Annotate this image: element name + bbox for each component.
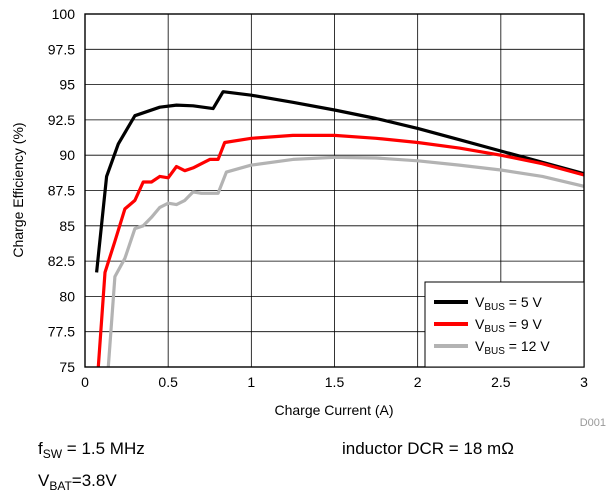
- y-tick-label: 77.5: [48, 324, 75, 340]
- y-tick-label: 85: [59, 218, 75, 234]
- inductor-dcr-note: inductor DCR = 18 mΩ: [342, 439, 514, 458]
- legend-label: VBUS = 12 V: [475, 338, 550, 357]
- y-tick-label: 100: [52, 6, 76, 22]
- x-tick-label: 2: [414, 374, 422, 390]
- y-tick-label: 80: [59, 288, 75, 304]
- y-tick-label: 87.5: [48, 183, 75, 199]
- legend-label: VBUS = 5 V: [475, 294, 543, 313]
- y-axis-label: Charge Efficiency (%): [10, 122, 26, 257]
- figure-id: D001: [580, 417, 606, 429]
- x-tick-label: 3: [580, 374, 588, 390]
- data-series: [95, 90, 584, 367]
- y-tick-label: 97.5: [48, 41, 75, 57]
- y-tick-label: 82.5: [48, 253, 75, 269]
- battery-voltage-note: VBAT=3.8V: [38, 471, 117, 493]
- x-tick-label: 0.5: [158, 374, 178, 390]
- tick-labels: 0 0.5 1 1.5 2 2.5 3 75 77.5 80 82.5 85 87.5 90 92.5 95 9…: [48, 6, 588, 390]
- efficiency-chart: 0 0.5 1 1.5 2 2.5 3 75 77.5 80 82.5 85 87.5 90 92.5 95 9…: [10, 6, 606, 429]
- y-tick-label: 95: [59, 77, 75, 93]
- x-tick-label: 1: [247, 374, 255, 390]
- x-axis-label: Charge Current (A): [274, 402, 393, 418]
- y-tick-label: 92.5: [48, 112, 75, 128]
- series-line: [96, 133, 584, 367]
- series-line: [95, 90, 584, 273]
- x-tick-label: 1.5: [325, 374, 345, 390]
- legend-label: VBUS = 9 V: [475, 316, 543, 335]
- series-line: [106, 155, 584, 367]
- plot-frame: [84, 13, 585, 368]
- legend: VBUS = 5 V VBUS = 9 V VBUS = 12 V: [424, 281, 585, 368]
- y-tick-label: 75: [59, 359, 75, 375]
- y-tick-label: 90: [59, 147, 75, 163]
- grid-lines: [85, 14, 584, 367]
- switching-frequency-note: fSW = 1.5 MHz: [38, 439, 145, 461]
- x-tick-label: 0: [81, 374, 89, 390]
- x-tick-label: 2.5: [491, 374, 511, 390]
